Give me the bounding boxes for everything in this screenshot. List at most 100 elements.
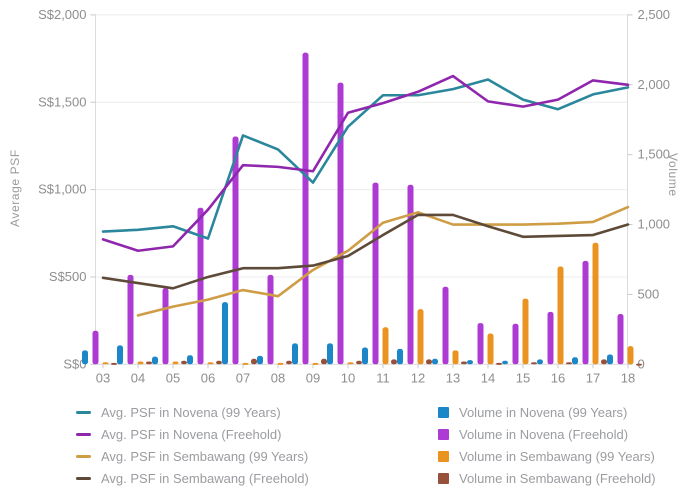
bar-volume-in-novena-freehold: [92, 330, 99, 365]
legend-item-volume-in-novena-freehold[interactable]: Volume in Novena (Freehold): [436, 423, 656, 445]
bar-volume-in-novena-freehold: [372, 182, 379, 365]
bar-volume-in-sembawang-99-years: [312, 362, 319, 365]
bar-volume-in-novena-freehold: [337, 82, 344, 365]
bar-volume-in-sembawang-99-years: [627, 346, 634, 365]
right-axis-title: Volume: [666, 153, 680, 197]
bar-volume-in-sembawang-freehold: [601, 359, 607, 365]
bar-volume-in-novena-freehold: [197, 207, 204, 365]
bar-volume-in-sembawang-99-years: [557, 266, 564, 365]
bar-volume-in-sembawang-freehold: [461, 361, 467, 365]
legend-label: Avg. PSF in Sembawang (99 Years): [101, 448, 309, 464]
legend-item-avg-psf-in-novena-99-years[interactable]: Avg. PSF in Novena (99 Years): [76, 401, 309, 423]
bar-volume-in-sembawang-99-years: [417, 309, 424, 365]
bar-volume-in-novena-freehold: [162, 288, 169, 365]
x-axis-tick-label: 14: [481, 370, 495, 385]
bar-volume-in-sembawang-99-years: [207, 362, 214, 365]
right-axis-tick-label: 0: [638, 356, 645, 371]
legend-label: Volume in Sembawang (99 Years): [459, 448, 655, 464]
bar-volume-in-novena-99-years: [572, 357, 578, 365]
legend-item-volume-in-sembawang-freehold[interactable]: Volume in Sembawang (Freehold): [436, 467, 656, 486]
bar-volume-in-novena-99-years: [292, 343, 298, 365]
bar-volume-in-sembawang-99-years: [452, 350, 459, 365]
bar-volume-in-sembawang-freehold: [181, 360, 187, 365]
bar-volume-in-sembawang-freehold: [391, 359, 397, 365]
x-axis-tick-label: 15: [516, 370, 530, 385]
bar-volume-in-novena-99-years: [502, 360, 508, 365]
line-avg-psf-in-sembawang-freehold: [101, 213, 630, 290]
bar-volume-in-novena-99-years: [362, 347, 368, 365]
bar-volume-in-sembawang-freehold: [496, 362, 502, 365]
x-axis-tick-label: 06: [201, 370, 215, 385]
legend-label: Avg. PSF in Novena (Freehold): [101, 426, 282, 442]
left-axis-title: Average PSF: [8, 149, 22, 227]
legend-swatch: [438, 428, 449, 440]
legend-swatch: [76, 476, 91, 480]
left-axis-tick-label: S$1,000: [38, 182, 86, 197]
legend-bar-series: Volume in Novena (99 Years) Volume in Nov…: [436, 401, 656, 486]
legend-item-volume-in-novena-99-years[interactable]: Volume in Novena (99 Years): [436, 401, 656, 423]
line-avg-psf-in-novena-99-years: [101, 78, 630, 240]
legend-item-avg-psf-in-sembawang-99-years[interactable]: Avg. PSF in Sembawang (99 Years): [76, 445, 309, 467]
bar-volume-in-novena-99-years: [432, 358, 438, 365]
bar-volume-in-sembawang-99-years: [137, 361, 144, 365]
legend-swatch: [438, 472, 449, 484]
bar-volume-in-novena-freehold: [547, 311, 554, 365]
bar-volume-in-novena-freehold: [127, 274, 134, 365]
left-axis-tick-label: S$0: [63, 356, 86, 371]
bar-volume-in-sembawang-freehold: [216, 360, 222, 365]
bar-volume-in-novena-99-years: [467, 360, 473, 365]
line-avg-psf-in-novena-freehold: [101, 74, 630, 253]
bar-volume-in-sembawang-99-years: [347, 362, 354, 365]
line-avg-psf-in-sembawang-99-years: [136, 205, 630, 317]
bar-volume-in-sembawang-freehold: [111, 362, 117, 365]
bar-volume-in-novena-99-years: [152, 356, 158, 365]
bar-volume-in-sembawang-freehold: [426, 359, 432, 365]
bar-volume-in-novena-freehold: [477, 323, 484, 365]
left-axis-tick-label: S$500: [49, 269, 87, 284]
bar-volume-in-novena-99-years: [327, 343, 333, 365]
bar-volume-in-sembawang-99-years: [277, 362, 284, 365]
right-axis-tick-label: 1,000: [638, 217, 671, 232]
right-axis-tick-label: 2,000: [638, 77, 671, 92]
bar-volume-in-sembawang-freehold: [531, 362, 537, 365]
x-axis-tick-label: 12: [411, 370, 425, 385]
legend-label: Volume in Sembawang (Freehold): [459, 470, 656, 486]
bar-volume-in-sembawang-99-years: [592, 242, 599, 365]
bar-volume-in-sembawang-freehold: [286, 360, 292, 365]
bar-volume-in-novena-freehold: [582, 260, 589, 365]
bar-volume-in-sembawang-freehold: [636, 363, 642, 366]
bar-volume-in-novena-99-years: [537, 359, 543, 365]
x-axis-tick-label: 05: [166, 370, 180, 385]
legend-label: Volume in Novena (Freehold): [459, 426, 629, 442]
legend-label: Volume in Novena (99 Years): [459, 404, 628, 420]
bar-volume-in-sembawang-freehold: [321, 358, 327, 365]
bar-volume-in-novena-freehold: [302, 52, 309, 365]
x-axis-tick-label: 07: [236, 370, 250, 385]
right-axis-tick-label: 1,500: [638, 147, 671, 162]
bar-volume-in-sembawang-freehold: [146, 361, 152, 365]
bar-volume-in-sembawang-99-years: [242, 362, 249, 365]
bar-volume-in-novena-99-years: [187, 355, 193, 365]
x-axis-tick-label: 16: [551, 370, 565, 385]
bar-volume-in-novena-freehold: [267, 274, 274, 365]
legend-label: Avg. PSF in Novena (99 Years): [101, 404, 281, 420]
left-axis-tick-label: S$1,500: [38, 94, 86, 109]
x-axis-tick-label: 09: [306, 370, 320, 385]
legend-swatch: [438, 406, 449, 418]
x-axis-tick-label: 18: [621, 370, 635, 385]
bar-volume-in-sembawang-99-years: [172, 361, 179, 365]
bar-volume-in-sembawang-99-years: [382, 327, 389, 365]
legend-item-avg-psf-in-novena-freehold[interactable]: Avg. PSF in Novena (Freehold): [76, 423, 309, 445]
legend-item-volume-in-sembawang-99-years[interactable]: Volume in Sembawang (99 Years): [436, 445, 656, 467]
x-axis-tick-label: 10: [341, 370, 355, 385]
bar-volume-in-novena-freehold: [232, 136, 239, 365]
bar-volume-in-novena-99-years: [607, 354, 613, 365]
legend-label: Avg. PSF in Sembawang (Freehold): [101, 470, 309, 486]
x-axis-tick-label: 17: [586, 370, 600, 385]
bar-volume-in-novena-freehold: [617, 313, 624, 365]
left-axis-tick-label: S$2,000: [38, 7, 86, 22]
bar-volume-in-sembawang-freehold: [356, 360, 362, 365]
right-axis-tick-label: 500: [638, 286, 660, 301]
legend-item-avg-psf-in-sembawang-freehold[interactable]: Avg. PSF in Sembawang (Freehold): [76, 467, 309, 486]
legend-swatch: [76, 454, 91, 458]
